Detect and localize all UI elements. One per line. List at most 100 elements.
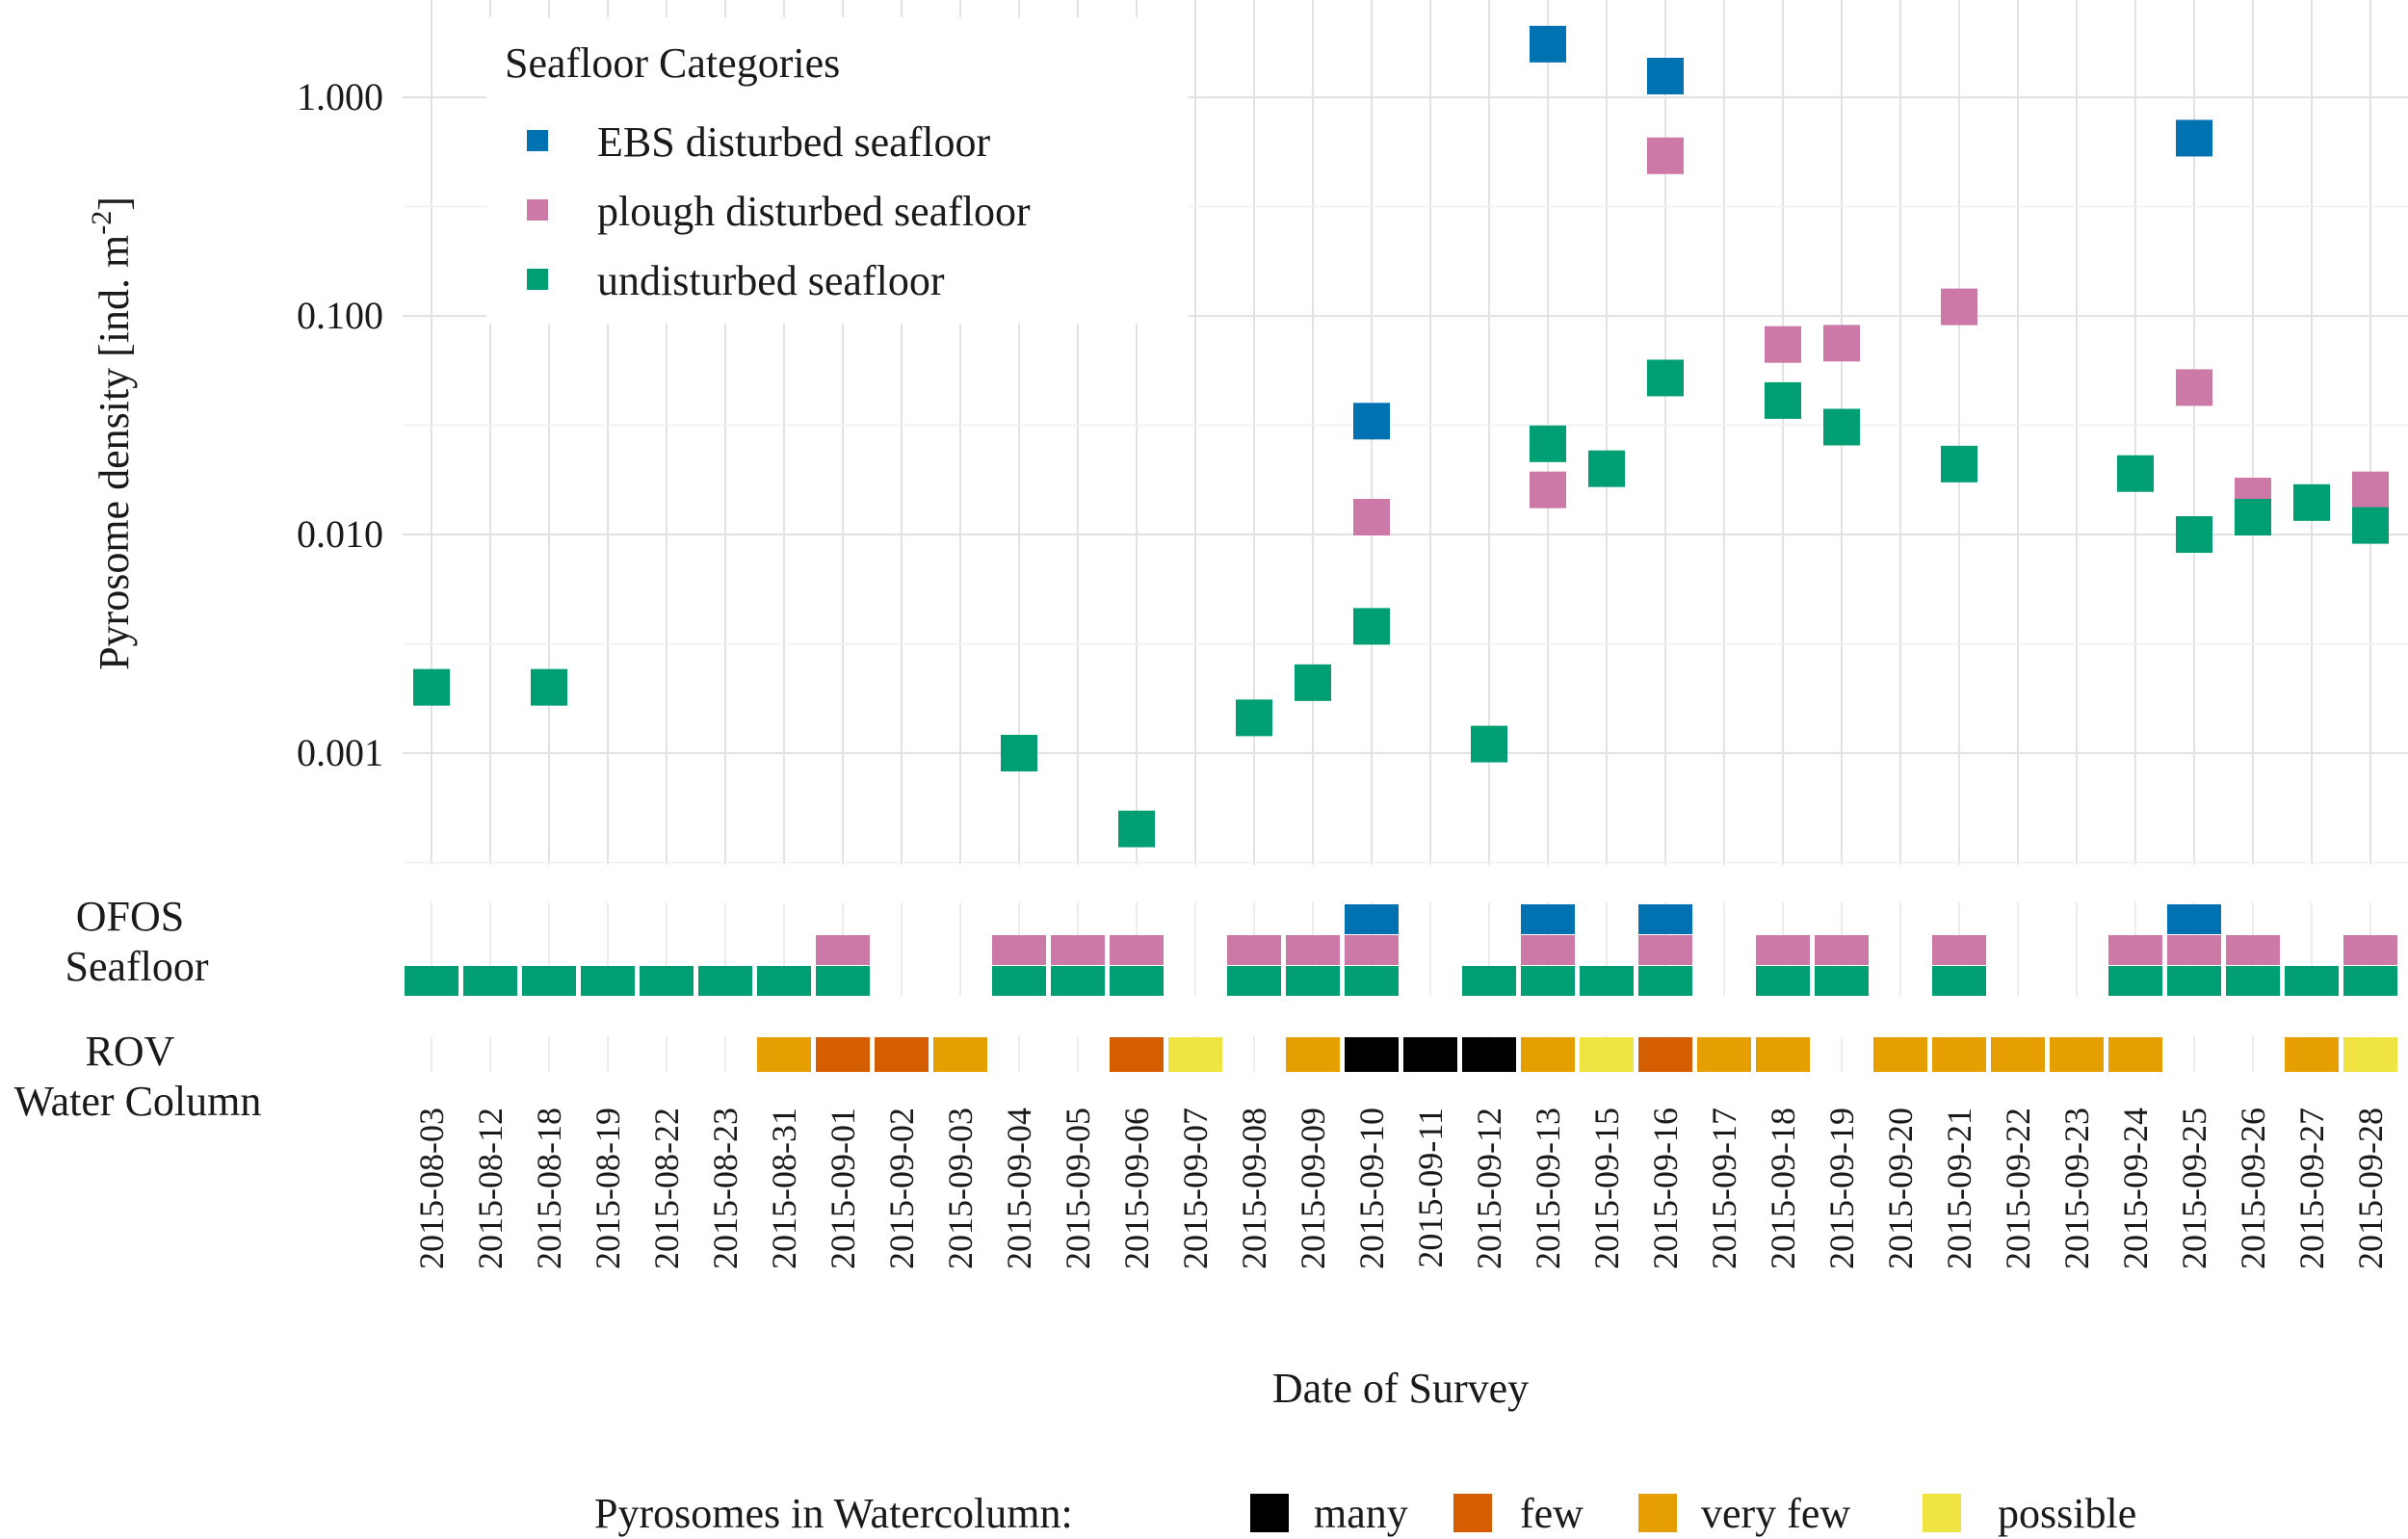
x-tick-label-2015-09-19: 2015-09-19 [1822, 1108, 1861, 1269]
ofos-cell-plough-2015-09-18 [1756, 935, 1810, 965]
rov-cell-2015-09-21-very-few [1932, 1037, 1986, 1072]
x-tick-label-2015-09-25: 2015-09-25 [2175, 1108, 2213, 1269]
rov-label-line1: ROV [86, 1028, 175, 1075]
x-tick-label-2015-09-16: 2015-09-16 [1646, 1108, 1685, 1269]
ofos-cell-plough-2015-09-08 [1227, 935, 1281, 965]
legend-swatch-undisturbed [527, 269, 548, 290]
ofos-cell-plough-2015-09-01 [816, 935, 870, 965]
point-undisturbed-seafloor-2015-09-19 [1823, 408, 1860, 446]
ofos-cell-ebs-2015-09-16 [1638, 904, 1692, 934]
ofos-cell-plough-2015-09-21 [1932, 935, 1986, 965]
ofos-seafloor-track [405, 902, 2397, 996]
x-tick-label-2015-09-26: 2015-09-26 [2234, 1108, 2272, 1269]
ofos-cell-undisturbed-2015-08-22 [640, 966, 694, 996]
ofos-cell-undisturbed-2015-08-12 [463, 966, 517, 996]
watercolumn-legend-title: Pyrosomes in Watercolumn: [594, 1490, 1073, 1537]
rov-cell-2015-09-15-possible [1580, 1037, 1634, 1072]
ofos-cell-undisturbed-2015-08-31 [757, 966, 811, 996]
x-tick-label-2015-09-07: 2015-09-07 [1176, 1108, 1215, 1269]
ofos-cell-undisturbed-2015-08-19 [581, 966, 635, 996]
y-tick-label: 0.010 [297, 512, 383, 556]
ofos-cell-undisturbed-2015-09-21 [1932, 966, 1986, 996]
x-tick-label-2015-09-12: 2015-09-12 [1470, 1108, 1508, 1269]
rov-label-line2: Water Column [14, 1078, 262, 1125]
ofos-cell-plough-2015-09-25 [2167, 935, 2221, 965]
ofos-cell-undisturbed-2015-09-28 [2343, 966, 2397, 996]
rov-cell-2015-09-02-few [875, 1037, 929, 1072]
y-tick-label: 0.001 [297, 731, 383, 774]
x-tick-label-2015-09-09: 2015-09-09 [1294, 1108, 1332, 1269]
legend-swatch-many [1250, 1494, 1289, 1532]
seafloor-legend-title: Seafloor Categories [505, 39, 840, 87]
x-tick-label-2015-09-15: 2015-09-15 [1587, 1108, 1626, 1269]
point-undisturbed-seafloor-2015-08-18 [531, 668, 567, 706]
x-axis-title: Date of Survey [1272, 1365, 1529, 1412]
rov-cell-2015-09-01-few [816, 1037, 870, 1072]
rov-cell-2015-09-24-very-few [2108, 1037, 2162, 1072]
ofos-cell-undisturbed-2015-09-01 [816, 966, 870, 996]
point-undisturbed-seafloor-2015-09-15 [1588, 450, 1625, 487]
x-tick-label-2015-09-22: 2015-09-22 [1999, 1108, 2037, 1269]
x-tick-label-2015-09-28: 2015-09-28 [2351, 1108, 2390, 1269]
ofos-cell-undisturbed-2015-09-12 [1462, 966, 1516, 996]
point-plough-disturbed-seafloor-2015-09-10 [1353, 499, 1390, 536]
x-tick-label-2015-09-05: 2015-09-05 [1059, 1108, 1097, 1269]
point-undisturbed-seafloor-2015-09-27 [2293, 483, 2330, 521]
point-plough-disturbed-seafloor-2015-09-18 [1765, 326, 1801, 363]
x-tick-label-2015-08-19: 2015-08-19 [589, 1108, 627, 1269]
ofos-cell-ebs-2015-09-25 [2167, 904, 2221, 934]
rov-cell-2015-09-18-very-few [1756, 1037, 1810, 1072]
ofos-cell-undisturbed-2015-09-24 [2108, 966, 2162, 996]
x-tick-label-2015-09-10: 2015-09-10 [1352, 1108, 1391, 1269]
rov-cell-2015-09-09-very-few [1286, 1037, 1340, 1072]
ofos-cell-undisturbed-2015-09-26 [2226, 966, 2280, 996]
ofos-cell-undisturbed-2015-08-18 [522, 966, 576, 996]
rov-cell-2015-09-28-possible [2343, 1037, 2397, 1072]
point-undisturbed-seafloor-2015-09-10 [1353, 608, 1390, 645]
x-tick-label-2015-09-17: 2015-09-17 [1705, 1108, 1743, 1269]
ofos-cell-undisturbed-2015-09-15 [1580, 966, 1634, 996]
x-tick-label-2015-09-04: 2015-09-04 [1000, 1108, 1038, 1269]
rov-cell-2015-09-23-very-few [2050, 1037, 2104, 1072]
rov-cell-2015-09-06-few [1110, 1037, 1164, 1072]
point-undisturbed-seafloor-2015-09-18 [1765, 381, 1801, 419]
legend-swatch-few [1453, 1494, 1492, 1532]
x-tick-label-2015-09-06: 2015-09-06 [1117, 1108, 1156, 1269]
point-undisturbed-seafloor-2015-09-06 [1118, 810, 1155, 848]
point-ebs-disturbed-seafloor-2015-09-13 [1530, 25, 1566, 63]
ofos-cell-plough-2015-09-24 [2108, 935, 2162, 965]
ofos-cell-plough-2015-09-06 [1110, 935, 1164, 965]
rov-cell-2015-09-10-many [1345, 1037, 1399, 1072]
legend-label-ebs: EBS disturbed seafloor [597, 118, 991, 166]
point-undisturbed-seafloor-2015-09-24 [2117, 455, 2154, 492]
rov-cell-2015-09-03-very-few [933, 1037, 987, 1072]
legend-label-many: many [1314, 1490, 1408, 1537]
point-undisturbed-seafloor-2015-09-08 [1236, 699, 1272, 737]
point-plough-disturbed-seafloor-2015-09-28 [2352, 471, 2389, 509]
point-undisturbed-seafloor-2015-09-26 [2235, 499, 2271, 536]
ofos-cell-undisturbed-2015-09-13 [1521, 966, 1575, 996]
point-plough-disturbed-seafloor-2015-09-21 [1941, 288, 1977, 326]
ofos-cell-undisturbed-2015-09-18 [1756, 966, 1810, 996]
point-plough-disturbed-seafloor-2015-09-16 [1647, 137, 1684, 174]
watercolumn-legend: Pyrosomes in Watercolumn: many few very … [594, 1490, 2136, 1537]
ofos-cell-plough-2015-09-16 [1638, 935, 1692, 965]
rov-cell-2015-09-20-very-few [1873, 1037, 1927, 1072]
y-tick-label: 0.100 [297, 294, 383, 337]
ofos-cell-undisturbed-2015-09-09 [1286, 966, 1340, 996]
ofos-cell-undisturbed-2015-09-27 [2285, 966, 2339, 996]
x-tick-label-2015-08-12: 2015-08-12 [471, 1108, 510, 1269]
point-plough-disturbed-seafloor-2015-09-13 [1530, 471, 1566, 509]
point-undisturbed-seafloor-2015-09-25 [2176, 516, 2212, 553]
x-tick-label-2015-08-23: 2015-08-23 [706, 1108, 745, 1269]
ofos-label-line2: Seafloor [65, 943, 208, 990]
ofos-cell-plough-2015-09-10 [1345, 935, 1399, 965]
ofos-cell-plough-2015-09-13 [1521, 935, 1575, 965]
x-tick-label-2015-09-18: 2015-09-18 [1764, 1108, 1802, 1269]
rov-cell-2015-09-17-very-few [1697, 1037, 1751, 1072]
x-tick-label-2015-09-24: 2015-09-24 [2116, 1108, 2155, 1269]
ofos-cell-plough-2015-09-05 [1051, 935, 1105, 965]
point-undisturbed-seafloor-2015-09-09 [1295, 664, 1331, 701]
y-axis-title: Pyrosome density [ind. m-2] [86, 196, 138, 670]
x-axis-ticks: 2015-08-03 2015-08-12 2015-08-18 2015-08-19… [412, 1108, 2390, 1269]
